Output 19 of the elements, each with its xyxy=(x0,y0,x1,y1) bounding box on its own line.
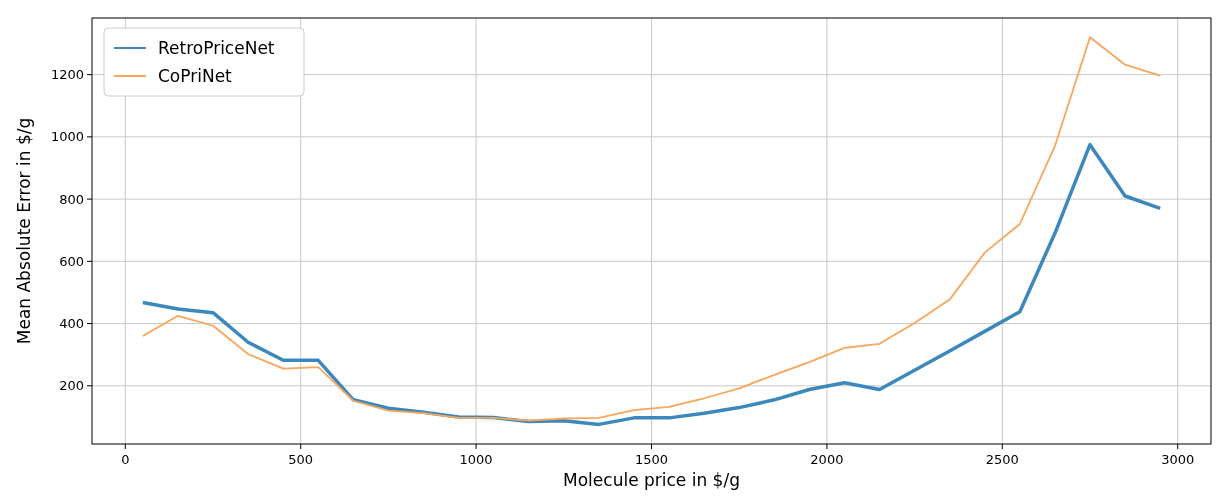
y-axis-title: Mean Absolute Error in $/g xyxy=(14,117,34,345)
line-series xyxy=(141,36,1162,422)
x-tick-label: 2500 xyxy=(985,452,1019,467)
y-tick-label: 600 xyxy=(59,253,84,269)
y-tick-label: 800 xyxy=(59,191,84,207)
x-tick-label: 2000 xyxy=(810,452,844,467)
x-tick-label: 1000 xyxy=(459,452,493,467)
legend-label: CoPriNet xyxy=(158,65,233,86)
legend-label: RetroPriceNet xyxy=(158,37,275,58)
y-tick-label: 1200 xyxy=(50,67,84,83)
y-tick-label: 200 xyxy=(59,378,84,394)
x-tick-label: 500 xyxy=(288,452,314,467)
x-tick-label: 3000 xyxy=(1161,452,1195,467)
line-series xyxy=(141,142,1162,427)
y-tick-label: 400 xyxy=(59,316,84,332)
y-tick-label: 1000 xyxy=(50,129,84,145)
x-tick-label: 0 xyxy=(121,452,130,467)
x-axis-title: Molecule price in $/g xyxy=(563,470,740,490)
x-tick-label: 1500 xyxy=(634,452,669,467)
